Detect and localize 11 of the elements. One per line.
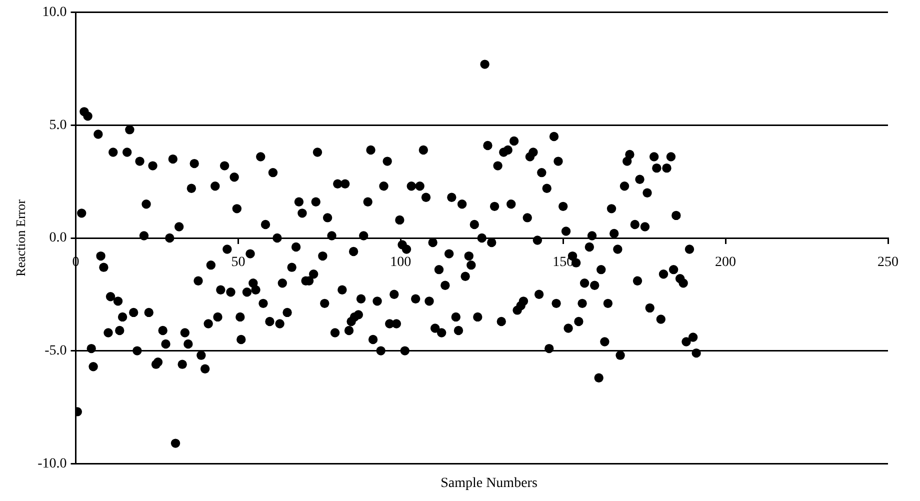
y-tick-label: 0.0 <box>49 230 67 246</box>
x-axis-title: Sample Numbers <box>440 476 538 492</box>
y-tick-label: -10.0 <box>38 456 67 472</box>
y-tick-label: 10.0 <box>42 5 67 20</box>
x-tick-label: 250 <box>878 255 898 270</box>
x-tick-label: 50 <box>231 255 246 270</box>
y-tick-label: -5.0 <box>44 343 67 358</box>
y-tick-label: 5.0 <box>49 118 67 133</box>
x-tick-label: 200 <box>715 255 736 270</box>
y-axis-title: Reaction Error <box>13 198 28 276</box>
x-tick-label: 100 <box>390 255 412 270</box>
